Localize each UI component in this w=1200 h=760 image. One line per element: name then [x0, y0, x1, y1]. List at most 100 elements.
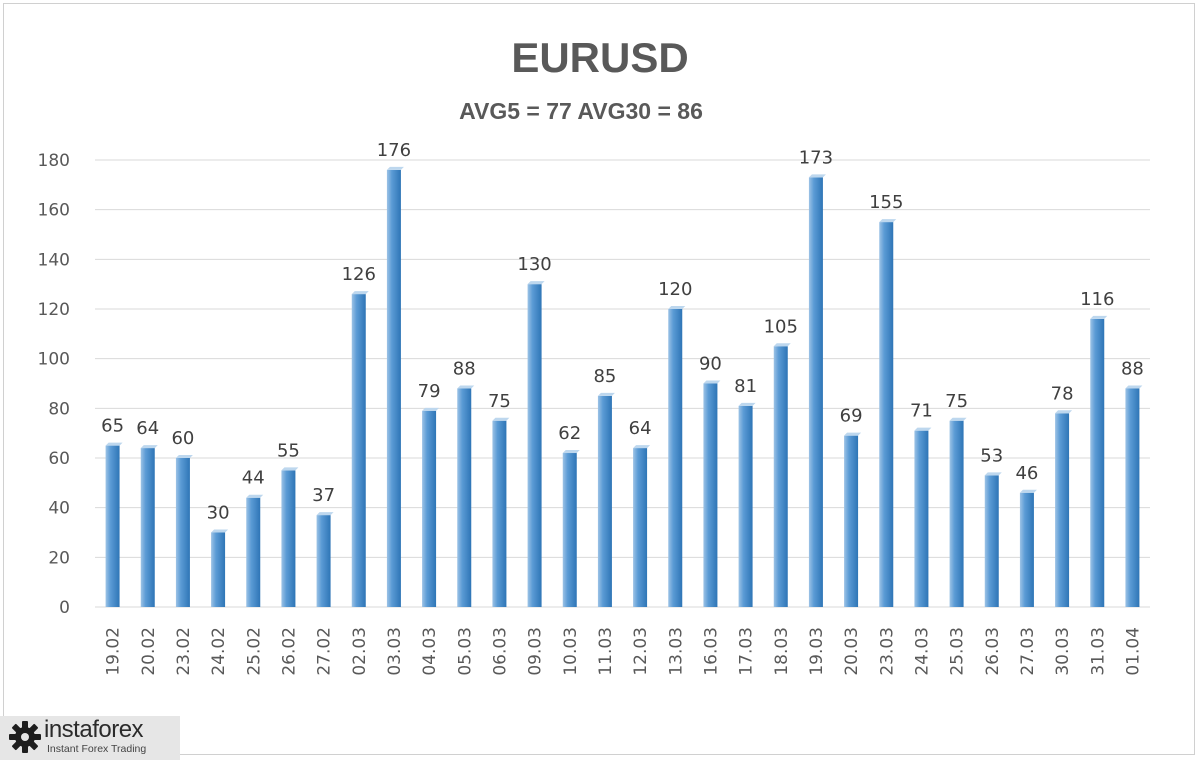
bar	[668, 309, 683, 607]
x-tick-label: 24.03	[912, 627, 932, 676]
y-tick-label: 80	[48, 399, 70, 419]
x-tick-label: 11.03	[596, 627, 616, 676]
x-tick-label: 27.03	[1018, 627, 1038, 676]
y-tick-label: 60	[48, 449, 70, 469]
bar-top	[844, 432, 862, 436]
bar	[492, 420, 507, 607]
data-label: 126	[342, 264, 376, 285]
bar	[738, 405, 753, 607]
bar	[1019, 492, 1034, 607]
bar	[1125, 388, 1140, 607]
data-label: 120	[658, 279, 692, 300]
bar	[984, 475, 999, 607]
x-tick-label: 20.03	[842, 627, 862, 676]
bar	[457, 388, 472, 607]
bar-top	[422, 407, 440, 411]
x-tick-label: 05.03	[455, 627, 475, 676]
data-label: 60	[171, 428, 194, 449]
bar-top	[281, 467, 299, 471]
y-tick-label: 0	[59, 598, 70, 618]
y-tick-label: 100	[38, 350, 70, 370]
bar-top	[879, 219, 897, 223]
x-tick-label: 18.03	[772, 627, 792, 676]
x-tick-label: 25.03	[948, 627, 968, 676]
x-tick-label: 26.02	[279, 627, 299, 676]
x-tick-label: 23.03	[877, 627, 897, 676]
data-label: 65	[101, 416, 124, 437]
data-label: 130	[517, 254, 551, 275]
bar	[105, 445, 120, 607]
x-tick-label: 02.03	[350, 627, 370, 676]
bar	[1090, 318, 1105, 607]
bar	[422, 410, 437, 607]
chart-frame	[3, 3, 1195, 755]
data-label: 90	[699, 354, 722, 375]
data-label: 75	[488, 391, 511, 412]
bar-top	[668, 306, 686, 309]
bar-top	[597, 392, 615, 396]
bar-top	[1090, 315, 1108, 319]
bar-top	[914, 427, 932, 431]
bar	[914, 430, 929, 607]
bar	[633, 448, 648, 607]
chart-subtitle: AVG5 = 77 AVG30 = 86	[459, 98, 703, 124]
x-tick-label: 17.03	[737, 627, 757, 676]
data-label: 155	[869, 192, 903, 213]
x-tick-label: 04.03	[420, 627, 440, 676]
bar	[1055, 413, 1070, 607]
data-label: 75	[945, 391, 968, 412]
bar-top	[703, 380, 721, 384]
data-label: 85	[593, 366, 616, 387]
logo-tagline: Instant Forex Trading	[47, 743, 147, 755]
x-tick-label: 23.02	[174, 627, 194, 676]
data-label: 78	[1051, 383, 1074, 404]
bar	[773, 346, 788, 607]
data-label: 53	[980, 445, 1003, 466]
data-label: 71	[910, 401, 933, 422]
x-tick-label: 19.02	[104, 627, 124, 676]
data-label: 88	[453, 358, 476, 379]
x-tick-label: 25.02	[244, 627, 264, 676]
bar-top	[316, 512, 334, 516]
data-label: 30	[207, 503, 230, 524]
y-tick-label: 20	[48, 548, 70, 568]
x-tick-label: 27.02	[315, 627, 335, 676]
gear-icon	[9, 721, 41, 753]
instaforex-logo: instaforex Instant Forex Trading	[0, 716, 180, 760]
bar-top	[1055, 410, 1073, 414]
x-tick-label: 12.03	[631, 627, 651, 676]
bar-chart: 0 20 40 60 80 100 120 140 160 180 65 64 60 30 44 55 37 1…	[38, 140, 1150, 676]
x-tick-label: 30.03	[1053, 627, 1073, 676]
y-tick-label: 180	[38, 151, 70, 171]
bar-top	[175, 455, 193, 458]
x-tick-label: 24.02	[209, 627, 229, 676]
x-tick-label: 03.03	[385, 627, 405, 676]
bar-top	[105, 442, 123, 446]
bar-top	[457, 385, 475, 389]
bar	[527, 284, 542, 607]
x-tick-label: 10.03	[561, 627, 581, 676]
bar	[879, 222, 894, 608]
bar-top	[1019, 489, 1037, 493]
bar-top	[527, 281, 545, 285]
bar	[281, 470, 296, 607]
x-tick-label: 06.03	[490, 627, 510, 676]
data-label: 64	[136, 418, 159, 439]
bar	[211, 532, 226, 607]
bar-top	[492, 417, 510, 421]
bar	[562, 453, 577, 607]
data-label: 81	[734, 376, 757, 397]
data-label: 176	[377, 140, 411, 161]
bar-top	[562, 450, 580, 454]
data-label: 62	[558, 423, 581, 444]
bar	[703, 383, 718, 607]
bar-top	[246, 494, 264, 498]
bar	[351, 294, 366, 607]
bar	[140, 448, 155, 607]
x-tick-label: 13.03	[666, 627, 686, 676]
x-tick-label: 20.02	[139, 627, 159, 676]
data-label: 105	[764, 316, 798, 337]
data-label: 69	[840, 406, 863, 427]
y-tick-label: 40	[48, 499, 70, 519]
bar	[808, 177, 823, 607]
